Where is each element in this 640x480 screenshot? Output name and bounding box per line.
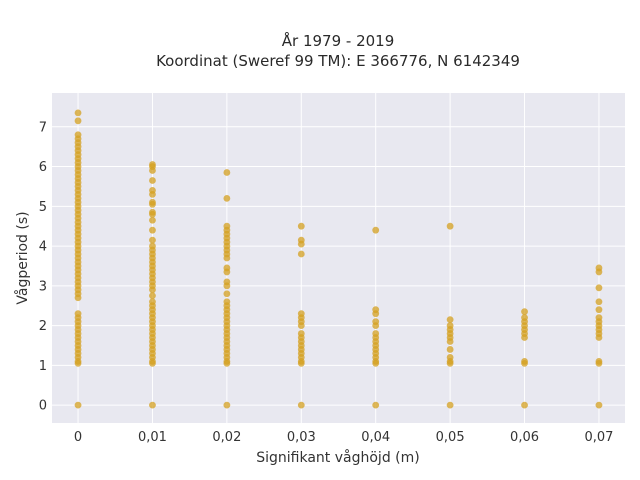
- grid-lines: [52, 93, 625, 423]
- data-point: [446, 353, 454, 361]
- data-point: [223, 401, 231, 409]
- data-point: [149, 216, 156, 224]
- data-point: [372, 226, 380, 234]
- x-tick-label: 0,04: [361, 430, 390, 445]
- data-point: [223, 169, 231, 176]
- x-tick-label: 0: [74, 430, 82, 445]
- data-point: [223, 298, 231, 306]
- data-point: [223, 222, 231, 230]
- data-point: [521, 357, 528, 365]
- data-point: [521, 401, 528, 409]
- data-point: [595, 284, 603, 292]
- data-point: [223, 264, 231, 272]
- data-point: [149, 177, 156, 184]
- data-point: [223, 194, 231, 202]
- data-point: [372, 318, 380, 326]
- data-point: [297, 250, 305, 258]
- data-point: [372, 306, 380, 314]
- y-tick-label: 7: [39, 120, 47, 135]
- data-point: [149, 226, 156, 234]
- x-axis-label: Signifikant våghöjd (m): [256, 449, 419, 466]
- data-point: [149, 236, 156, 244]
- data-point: [74, 310, 82, 318]
- data-point: [74, 109, 82, 117]
- data-point: [149, 298, 156, 306]
- data-point: [297, 401, 305, 409]
- x-tick-label: 0,05: [436, 430, 465, 445]
- data-point: [595, 357, 603, 365]
- data-point: [521, 308, 528, 316]
- y-tick-label: 6: [39, 160, 47, 175]
- data-point: [223, 278, 231, 286]
- data-point: [149, 208, 156, 216]
- data-point: [446, 222, 454, 230]
- data-point: [595, 314, 603, 322]
- data-point: [446, 401, 454, 409]
- x-axis-ticks: 0 0,01 0,02 0,03 0,04 0,05 0,06 0,07: [74, 430, 614, 445]
- plot-area: [52, 93, 625, 423]
- data-point: [595, 401, 603, 409]
- chart-title-line2: Koordinat (Sweref 99 TM): E 366776, N 61…: [156, 52, 520, 70]
- y-tick-label: 3: [39, 279, 47, 294]
- data-point: [149, 401, 156, 409]
- data-point: [149, 242, 156, 250]
- y-tick-label: 5: [39, 200, 47, 215]
- data-point: [74, 401, 82, 409]
- data-point: [446, 322, 454, 329]
- x-tick-label: 0,03: [287, 430, 316, 445]
- x-tick-label: 0,06: [510, 430, 539, 445]
- data-point: [595, 306, 603, 314]
- y-tick-label: 1: [39, 359, 47, 374]
- x-tick-label: 0,07: [584, 430, 613, 445]
- y-axis-label: Vågperiod (s): [14, 211, 31, 304]
- data-point: [149, 198, 156, 206]
- y-tick-label: 2: [39, 319, 47, 334]
- x-tick-label: 0,02: [212, 430, 241, 445]
- data-point: [149, 187, 156, 194]
- data-point: [446, 316, 454, 324]
- data-point: [372, 401, 380, 409]
- data-point: [595, 264, 603, 272]
- data-point: [223, 290, 231, 298]
- data-point: [372, 330, 380, 337]
- x-tick-label: 0,01: [138, 430, 167, 445]
- data-point: [521, 314, 528, 322]
- data-point: [74, 117, 82, 125]
- data-point: [595, 298, 603, 306]
- data-point: [446, 346, 454, 353]
- chart-title-line1: År 1979 - 2019: [282, 31, 395, 50]
- data-point: [74, 131, 82, 139]
- y-tick-label: 0: [39, 399, 47, 414]
- data-point: [297, 330, 305, 337]
- data-point: [297, 310, 305, 318]
- data-points: [74, 109, 603, 409]
- y-axis-ticks: 0 1 2 3 4 5 6 7: [39, 120, 47, 413]
- data-point: [297, 236, 305, 244]
- data-point: [297, 222, 305, 230]
- data-point: [149, 292, 156, 300]
- data-point: [149, 161, 156, 168]
- y-tick-label: 4: [39, 240, 47, 255]
